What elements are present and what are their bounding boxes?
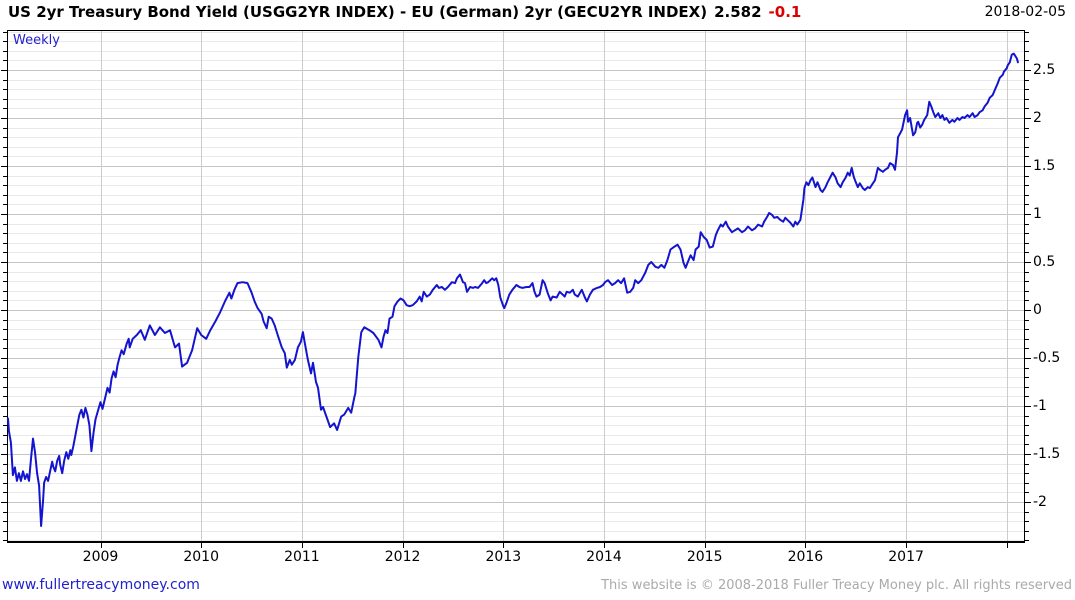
y-axis-tick-label: -2 (1033, 494, 1047, 510)
y-axis-tick-label: 1 (1033, 206, 1042, 222)
x-axis-tick-label: 2016 (787, 549, 824, 565)
website-link[interactable]: www.fullertreacymoney.com (2, 577, 200, 593)
title-bar: US 2yr Treasury Bond Yield (USGG2YR INDE… (8, 3, 1070, 21)
frequency-label: Weekly (13, 33, 60, 48)
y-axis-tick-label: -0.5 (1033, 350, 1061, 366)
last-value: 2.582 (714, 3, 762, 21)
x-axis-tick-label: 2014 (586, 549, 622, 565)
y-axis-tick-label: 0 (1033, 302, 1042, 318)
x-axis-tick-label: 2012 (384, 549, 421, 565)
x-axis-tick-label: 2017 (888, 549, 924, 565)
y-axis-tick-label: 2 (1033, 110, 1042, 126)
x-axis-tick-label: 2009 (82, 549, 119, 565)
spread-line-series (7, 52, 1019, 527)
x-axis-tick-label: 2011 (284, 549, 320, 565)
y-axis-tick-label: -1.5 (1033, 446, 1061, 462)
y-axis-tick-label: -1 (1033, 398, 1047, 414)
chart-date: 2018-02-05 (984, 4, 1066, 20)
y-axis-tick-label: 2.5 (1033, 62, 1056, 78)
x-axis-tick-label: 2013 (485, 549, 522, 565)
y-axis-tick-label: 0.5 (1033, 254, 1056, 270)
x-axis-tick-label: 2015 (686, 549, 723, 565)
last-change: -0.1 (768, 3, 802, 21)
copyright-text: This website is © 2008-2018 Fuller Treac… (601, 578, 1072, 593)
x-axis-tick-label: 2010 (183, 549, 220, 565)
y-axis-tick-label: 1.5 (1033, 158, 1056, 174)
chart-title: US 2yr Treasury Bond Yield (USGG2YR INDE… (8, 3, 708, 21)
